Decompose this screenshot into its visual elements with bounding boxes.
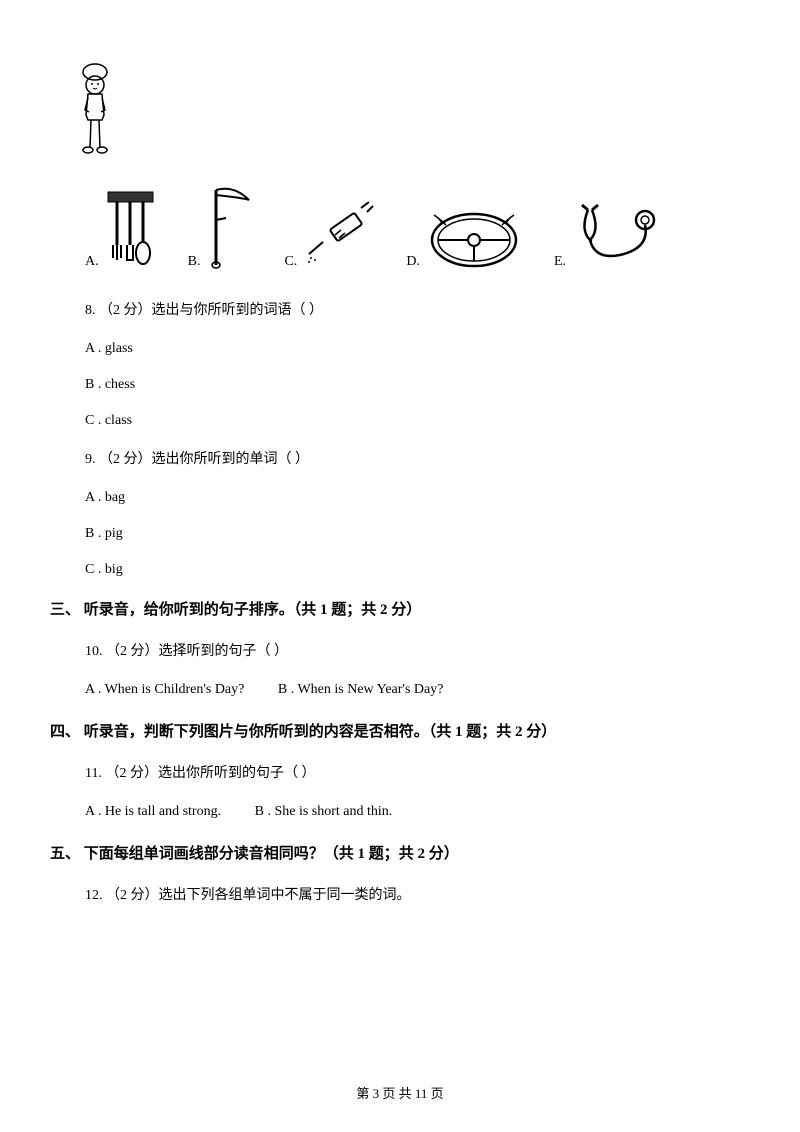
option-e-label: E.: [554, 254, 566, 270]
steering-wheel-icon: [424, 205, 524, 270]
option-d-label: D.: [406, 254, 420, 270]
question-8: 8. （2 分）选出与你所听到的词语（ ）: [85, 300, 750, 321]
option-a-label: A.: [85, 254, 99, 270]
option-b-label: B.: [188, 254, 201, 270]
option-b-image: B.: [188, 180, 255, 270]
scythe-icon: [204, 180, 254, 270]
option-d-image: D.: [406, 205, 524, 270]
question-11: 11. （2 分）选出你所听到的句子（ ）: [85, 763, 750, 784]
q9-option-c: C . big: [85, 562, 750, 578]
question-9: 9. （2 分）选出你所听到的单词（ ）: [85, 449, 750, 470]
question-12: 12. （2 分）选出下列各组单词中不属于同一类的词。: [85, 885, 750, 906]
utensils-icon: [103, 190, 158, 270]
q8-option-a: A . glass: [85, 341, 750, 357]
q10-options: A . When is Children's Day? B . When is …: [85, 682, 750, 698]
section-4-header: 四、 听录音，判断下列图片与你所听到的内容是否相符。（共 1 题；共 2 分）: [50, 720, 750, 741]
section-5-header: 五、 下面每组单词画线部分读音相同吗？（共 1 题；共 2 分）: [50, 842, 750, 863]
image-options-row: A. B. C.: [85, 180, 750, 270]
q11-option-a: A . He is tall and strong.: [85, 804, 221, 819]
option-e-image: E.: [554, 200, 665, 270]
q11-options: A . He is tall and strong. B . She is sh…: [85, 804, 750, 820]
q11-option-b: B . She is short and thin.: [255, 804, 393, 819]
section-3-header: 三、 听录音，给你听到的句子排序。（共 1 题；共 2 分）: [50, 598, 750, 619]
q9-option-b: B . pig: [85, 526, 750, 542]
option-a-image: A.: [85, 190, 158, 270]
q9-option-a: A . bag: [85, 490, 750, 506]
q10-option-b: B . When is New Year's Day?: [278, 682, 444, 697]
top-figure: [70, 60, 750, 160]
q8-option-c: C . class: [85, 413, 750, 429]
page-footer: 第 3 页 共 11 页: [0, 1083, 800, 1102]
q10-option-a: A . When is Children's Day?: [85, 682, 244, 697]
question-10: 10. （2 分）选择听到的句子（ ）: [85, 641, 750, 662]
stethoscope-icon: [570, 200, 665, 270]
option-c-image: C.: [284, 200, 376, 270]
syringe-icon: [301, 200, 376, 270]
q8-option-b: B . chess: [85, 377, 750, 393]
option-c-label: C.: [284, 254, 297, 270]
